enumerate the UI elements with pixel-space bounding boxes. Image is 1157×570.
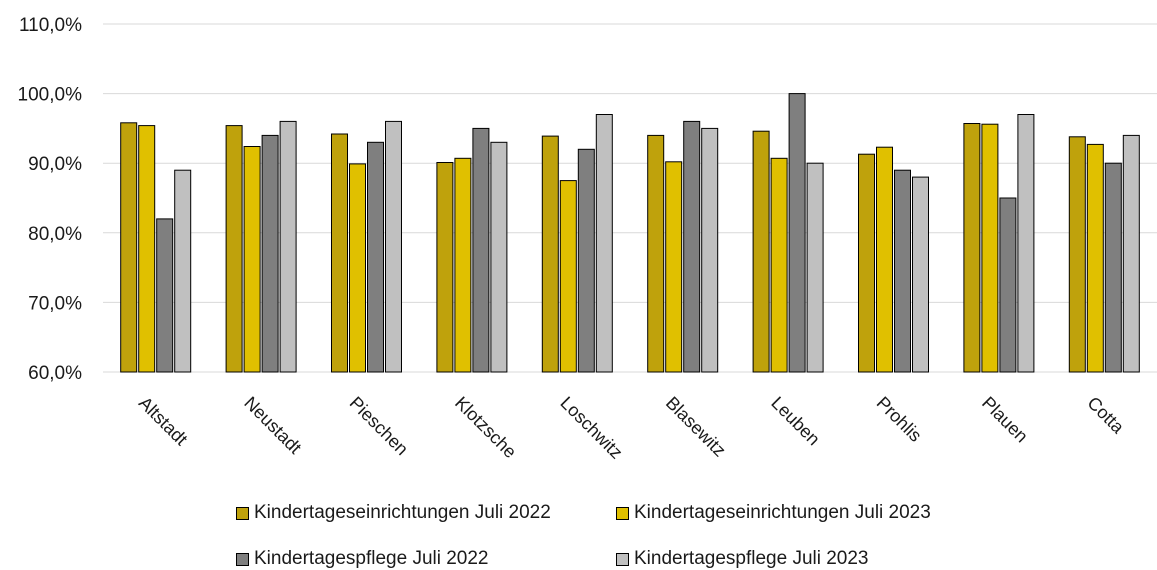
bar-plauen-series-2	[981, 123, 999, 373]
legend-item-2: Kindertageseinrichtungen Juli 2023	[616, 502, 956, 524]
x-tick-label-klotzsche: Klotzsche	[451, 393, 520, 462]
bar-neustadt-series-4	[279, 120, 297, 373]
y-tick-label: 100,0%	[18, 85, 83, 106]
bar-cotta-series-3	[1104, 162, 1122, 373]
x-tick-label-loschwitz: Loschwitz	[556, 393, 626, 463]
legend-item-1: Kindertageseinrichtungen Juli 2022	[236, 502, 616, 524]
bar-klotzsche-series-3	[472, 127, 490, 373]
bar-prohlis-series-4	[912, 176, 929, 373]
bar-pieschen-series-2	[349, 163, 366, 373]
legend-label: Kindertageseinrichtungen Juli 2023	[634, 502, 931, 523]
bar-cotta-series-1	[1068, 136, 1086, 373]
legend-swatch	[236, 552, 249, 566]
bar-altstadt-series-3	[156, 218, 174, 373]
bars	[120, 93, 1140, 373]
bar-blasewitz-series-3	[683, 120, 701, 373]
bar-leuben-series-3	[788, 93, 806, 373]
y-tick-label: 80,0%	[28, 224, 82, 245]
bar-blasewitz-series-4	[701, 127, 719, 373]
x-tick-label-pieschen: Pieschen	[346, 393, 413, 460]
legend-label: Kindertagespflege Juli 2022	[254, 548, 489, 569]
bar-plauen-series-4	[1017, 114, 1035, 373]
bar-prohlis-series-2	[876, 146, 893, 373]
x-tick-label-prohlis: Prohlis	[873, 393, 926, 446]
gridlines	[103, 23, 1157, 373]
y-tick-label: 110,0%	[19, 15, 82, 36]
x-tick-label-plauen: Plauen	[978, 393, 1032, 447]
bar-leuben-series-2	[770, 157, 788, 373]
bar-neustadt-series-1	[225, 125, 243, 373]
bar-klotzsche-series-2	[454, 157, 472, 373]
bar-chart: 60,0% 70,0% 80,0% 90,0% 100,0% 110,0% Altstad…	[18, 15, 1157, 463]
legend-item-3: Kindertagespflege Juli 2022	[236, 548, 616, 570]
y-tick-label: 60,0%	[28, 363, 82, 384]
bar-altstadt-series-2	[138, 125, 156, 373]
bar-pieschen-series-1	[331, 133, 348, 373]
bar-pieschen-series-4	[385, 120, 402, 373]
legend: Kindertageseinrichtungen Juli 2022 Kinder…	[236, 502, 956, 570]
bar-leuben-series-4	[806, 162, 824, 373]
bar-klotzsche-series-1	[436, 162, 454, 373]
y-tick-label: 70,0%	[28, 293, 82, 314]
y-tick-label: 90,0%	[28, 154, 82, 175]
bar-pieschen-series-3	[367, 141, 384, 373]
bar-loschwitz-series-4	[595, 114, 613, 373]
legend-swatch	[616, 506, 629, 520]
x-tick-label-altstadt: Altstadt	[135, 393, 192, 450]
legend-swatch	[236, 506, 249, 520]
bar-altstadt-series-1	[120, 122, 138, 373]
bar-plauen-series-3	[999, 197, 1017, 373]
bar-blasewitz-series-2	[665, 161, 683, 373]
bar-prohlis-series-3	[894, 169, 911, 373]
bar-neustadt-series-3	[261, 134, 279, 373]
bar-neustadt-series-2	[243, 146, 261, 373]
bar-leuben-series-1	[752, 130, 770, 373]
bar-blasewitz-series-1	[647, 134, 665, 373]
bar-altstadt-series-4	[174, 169, 192, 373]
x-axis-tick-labels: Altstadt Neustadt Pieschen Klotzsche Loschwi…	[135, 393, 1129, 463]
x-tick-label-neustadt: Neustadt	[240, 393, 305, 458]
bar-cotta-series-4	[1122, 134, 1140, 373]
x-tick-label-cotta: Cotta	[1083, 393, 1128, 438]
bar-cotta-series-2	[1086, 143, 1104, 373]
bar-loschwitz-series-3	[577, 148, 595, 373]
x-tick-label-blasewitz: Blasewitz	[662, 393, 730, 461]
bar-plauen-series-1	[963, 123, 981, 373]
x-tick-label-leuben: Leuben	[767, 393, 824, 450]
bar-loschwitz-series-2	[559, 180, 577, 373]
bar-klotzsche-series-4	[490, 141, 508, 373]
y-axis-tick-labels: 60,0% 70,0% 80,0% 90,0% 100,0% 110,0%	[18, 15, 83, 384]
legend-label: Kindertagespflege Juli 2023	[634, 548, 869, 569]
bar-prohlis-series-1	[858, 153, 875, 373]
bar-loschwitz-series-1	[541, 135, 559, 373]
legend-label: Kindertageseinrichtungen Juli 2022	[254, 502, 551, 523]
legend-swatch	[616, 552, 629, 566]
legend-item-4: Kindertagespflege Juli 2023	[616, 548, 956, 570]
